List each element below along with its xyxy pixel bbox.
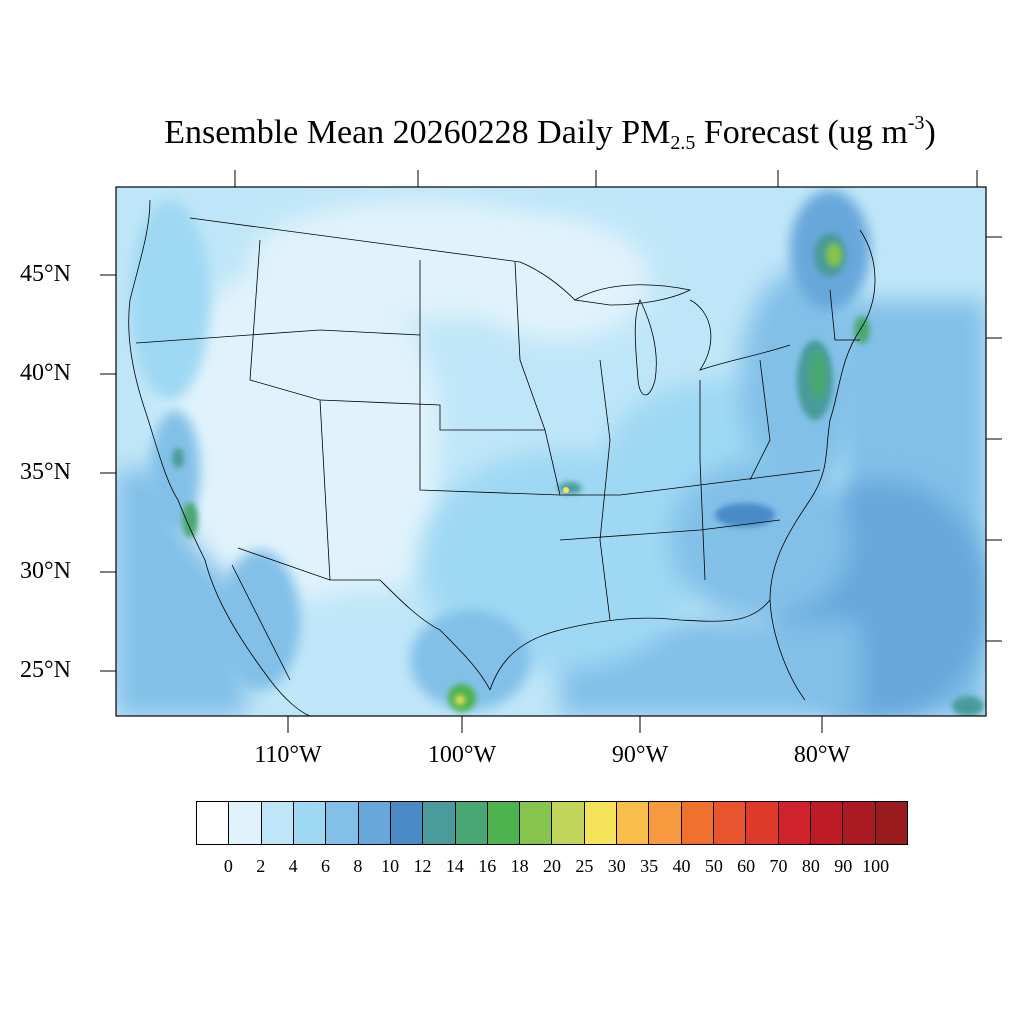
colorbar-tick-label: 18 bbox=[510, 856, 529, 876]
colorbar-tick-label: 80 bbox=[801, 856, 820, 876]
colorbar-tick-label: 12 bbox=[413, 856, 432, 876]
great-lakes-michigan bbox=[634, 299, 657, 396]
lat-label-40: 40°N bbox=[20, 360, 71, 386]
colorbar-swatch bbox=[293, 802, 327, 844]
colorbar-swatch bbox=[552, 802, 585, 844]
state-line-1 bbox=[135, 329, 421, 344]
lon-label-100: 100°W bbox=[427, 742, 497, 768]
state-line-3 bbox=[419, 260, 561, 496]
gulf-coastline bbox=[489, 599, 771, 691]
state-line-9 bbox=[749, 359, 771, 481]
colorbar-swatch bbox=[358, 802, 391, 844]
colorbar-tick-label: 50 bbox=[704, 856, 723, 876]
lat-label-35: 35°N bbox=[20, 459, 71, 485]
map-frame bbox=[115, 186, 987, 717]
colorbar-tick-label: 20 bbox=[543, 856, 561, 876]
colorbar-tick-label: 35 bbox=[640, 856, 659, 876]
great-lakes-superior bbox=[573, 284, 692, 306]
colorbar-swatch bbox=[810, 802, 844, 844]
colorbar-tick-label: 70 bbox=[769, 856, 788, 876]
colorbar-swatch bbox=[423, 802, 456, 844]
map-title: Ensemble Mean 20260228 Daily PM2.5 Forec… bbox=[0, 112, 1024, 155]
title-superscript: -3 bbox=[907, 112, 925, 134]
colorbar-tick-label: 90 bbox=[834, 856, 853, 876]
colorbar-tick-label: 0 bbox=[223, 856, 233, 876]
colorbar-tick-label: 100 bbox=[862, 856, 890, 876]
colorbar-tick-label: 60 bbox=[737, 856, 756, 876]
colorbar-tick-label: 10 bbox=[381, 856, 400, 876]
colorbar bbox=[196, 801, 908, 845]
colorbar-tick-label: 8 bbox=[353, 856, 363, 876]
colorbar-swatch bbox=[584, 802, 618, 844]
us-mexico-border bbox=[237, 547, 491, 691]
state-line-4 bbox=[319, 399, 545, 431]
colorbar-tick-label: 25 bbox=[575, 856, 594, 876]
lon-label-90: 90°W bbox=[611, 742, 669, 768]
colorbar-swatch bbox=[390, 802, 424, 844]
colorbar-swatch bbox=[520, 802, 553, 844]
concentration-field bbox=[116, 187, 986, 716]
state-line-2 bbox=[249, 239, 331, 581]
colorbar-swatch bbox=[197, 802, 230, 844]
colorbar-tick-label: 16 bbox=[478, 856, 497, 876]
colorbar-swatch bbox=[746, 802, 779, 844]
title-suffix: Forecast (ug m bbox=[695, 114, 908, 151]
boundaries bbox=[128, 199, 876, 716]
colorbar-tick-label: 14 bbox=[445, 856, 464, 876]
east-coastline bbox=[769, 229, 876, 701]
state-line-7 bbox=[599, 359, 611, 621]
lat-label-25: 25°N bbox=[20, 657, 71, 683]
colorbar-tick-label: 30 bbox=[607, 856, 626, 876]
great-lakes-huron-erie bbox=[689, 299, 791, 371]
colorbar-swatch bbox=[617, 802, 650, 844]
lon-label-80: 80°W bbox=[793, 742, 851, 768]
axis-ticks bbox=[100, 170, 1002, 733]
lat-label-45: 45°N bbox=[20, 261, 71, 287]
baja-gulf-coast bbox=[231, 564, 291, 681]
lon-label-110: 110°W bbox=[254, 742, 322, 768]
hotspot-arkansas bbox=[558, 482, 582, 494]
colorbar-swatch bbox=[649, 802, 682, 844]
colorbar-swatch bbox=[261, 802, 294, 844]
lat-label-30: 30°N bbox=[20, 558, 71, 584]
state-line-6 bbox=[560, 469, 821, 496]
colorbar-tick-label: 40 bbox=[672, 856, 691, 876]
colorbar-swatch bbox=[487, 802, 521, 844]
colorbar-tick-label: 6 bbox=[320, 856, 330, 876]
hotspot-carolinas bbox=[715, 503, 775, 527]
west-coastline bbox=[128, 199, 206, 561]
hotspot-socal bbox=[182, 502, 198, 538]
colorbar-tick-label: 4 bbox=[288, 856, 298, 876]
state-line-11 bbox=[829, 289, 860, 341]
colorbar-swatch bbox=[681, 802, 714, 844]
colorbar-swatch bbox=[326, 802, 359, 844]
state-line-8 bbox=[699, 380, 706, 581]
baja-coastline bbox=[204, 559, 311, 716]
colorbar-swatch bbox=[843, 802, 876, 844]
title-subscript: 2.5 bbox=[670, 132, 696, 154]
state-line-10 bbox=[559, 519, 781, 541]
title-close: ) bbox=[924, 114, 936, 151]
state-line-5 bbox=[514, 261, 561, 496]
title-prefix: Ensemble Mean 20260228 Daily PM bbox=[164, 114, 671, 151]
colorbar-swatch bbox=[778, 802, 811, 844]
colorbar-swatch bbox=[229, 802, 262, 844]
colorbar-swatch bbox=[455, 802, 488, 844]
colorbar-swatch bbox=[714, 802, 747, 844]
us-canada-border bbox=[189, 217, 576, 301]
colorbar-swatch bbox=[875, 802, 907, 844]
colorbar-tick-label: 2 bbox=[256, 856, 266, 876]
